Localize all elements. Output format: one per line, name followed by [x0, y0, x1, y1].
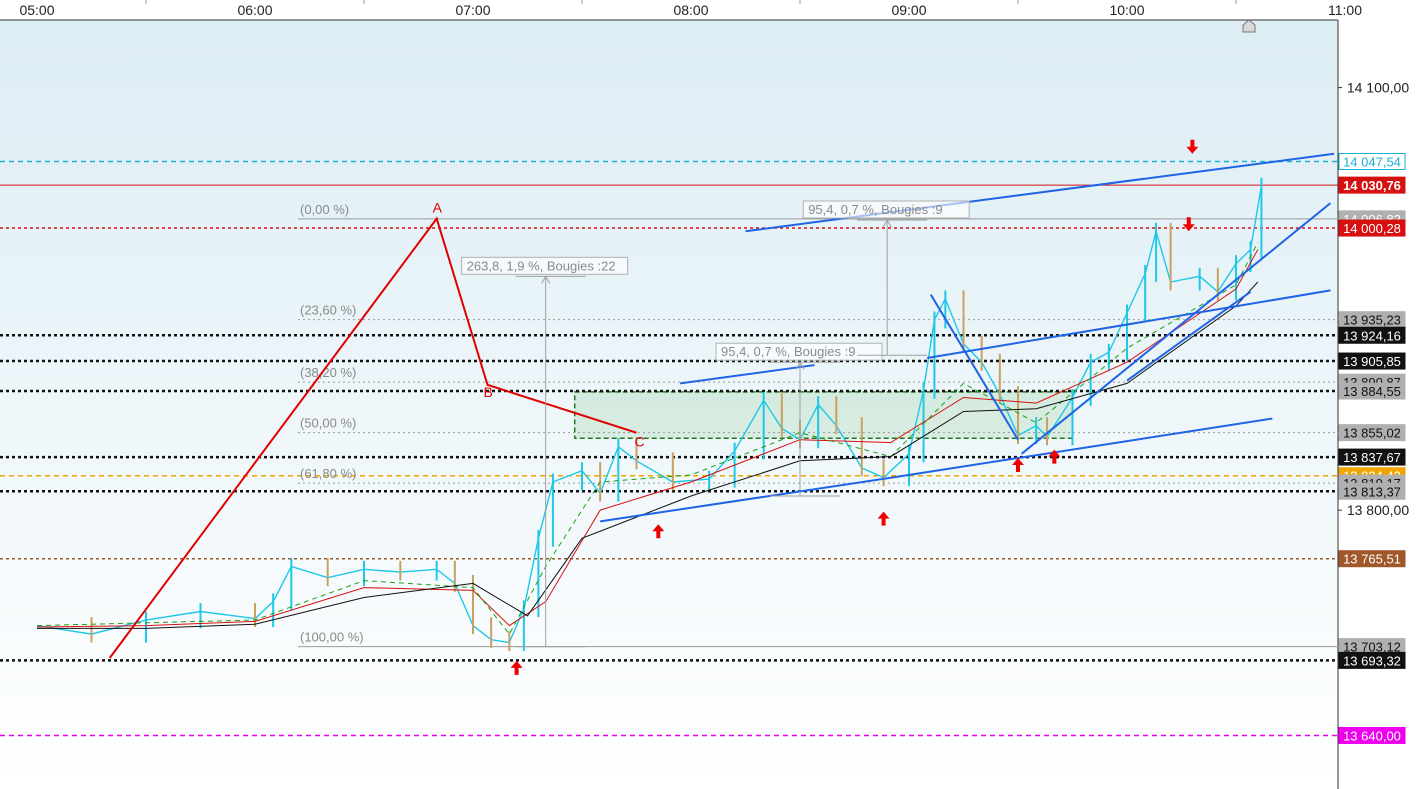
time-axis-tick-label: 11:00 [1328, 2, 1362, 18]
time-axis-tick-label: 07:00 [455, 2, 490, 18]
price-tag [1338, 550, 1406, 568]
arrow-down-icon [1182, 217, 1195, 232]
measure-label-box[interactable] [715, 342, 883, 361]
arrow-up-icon [652, 524, 665, 539]
price-tag-label: 13 813,37 [1343, 484, 1401, 499]
measure-arrowhead [795, 361, 805, 370]
fibonacci-layer: (0,00 %) (23,60 %) (38,20 %) (50,00 %) (61,8… [298, 202, 1345, 648]
price-tag [1338, 352, 1406, 370]
price-tag-label: 13 765,51 [1343, 552, 1401, 567]
arrow-down-icon [1186, 139, 1199, 154]
price-tag [1338, 482, 1406, 500]
price-tag [1338, 726, 1406, 744]
zone-layer [573, 391, 1074, 440]
price-tag [1338, 448, 1406, 466]
measure-label: 95,4, 0,7 %, Bougies :9 [721, 344, 855, 359]
trend-line[interactable] [929, 294, 1019, 441]
fib-level-label: (23,60 %) [300, 303, 356, 318]
measure-label-box[interactable] [461, 256, 629, 275]
price-tag-label: 13 693,32 [1343, 653, 1401, 668]
measure-arrowhead [882, 218, 892, 228]
moving-average-line [36, 242, 1259, 636]
measure-arrowhead [541, 275, 551, 284]
arrow-up-icon [1048, 449, 1061, 464]
measurement-layer[interactable]: 263,8, 1,9 %, Bougies :22 95,4, 0,7 %, Bo… [461, 200, 970, 648]
price-tag-label: 13 935,23 [1343, 313, 1401, 328]
scroll-marker-icon[interactable] [1242, 19, 1256, 33]
time-axis-tick-label: 09:00 [891, 2, 926, 18]
price-path [36, 186, 1263, 644]
measure-label-box[interactable] [802, 200, 970, 219]
abc-point-label: C [635, 434, 645, 450]
price-tag [1338, 176, 1406, 194]
price-tag [1338, 651, 1406, 669]
fib-level-label: (100,00 %) [300, 630, 364, 645]
trend-lines-layer[interactable] [600, 152, 1335, 523]
abc-pattern-line[interactable] [108, 216, 637, 659]
price-tag [1338, 326, 1406, 344]
price-tag [1338, 424, 1406, 442]
price-tag [1338, 382, 1406, 400]
price-axis-tick-label: 14 100,00 [1347, 80, 1409, 96]
trend-line[interactable] [600, 476, 891, 523]
price-tag [1338, 152, 1406, 170]
price-tag-label: 14 047,54 [1343, 154, 1401, 169]
measure-label: 95,4, 0,7 %, Bougies :9 [808, 202, 942, 217]
trend-line[interactable] [927, 289, 1331, 360]
abc-point-label: A [433, 200, 443, 216]
consolidation-zone [573, 391, 1074, 440]
trend-line[interactable] [679, 364, 815, 385]
price-tag [1338, 219, 1406, 237]
abc-point-label: B [484, 384, 493, 400]
trend-line[interactable] [1021, 202, 1332, 455]
time-axis-tick-label: 05:00 [19, 2, 54, 18]
fib-level-label: (0,00 %) [300, 202, 349, 217]
time-axis: 05:00 06:00 07:00 08:00 09:00 10:00 11:00 [19, 0, 1362, 18]
arrow-up-icon [510, 660, 523, 675]
price-axis-tick-label: 13 800,00 [1347, 502, 1409, 518]
fib-level-label: (50,00 %) [300, 416, 356, 431]
measure-label: 263,8, 1,9 %, Bougies :22 [467, 258, 616, 273]
price-tag-label: 13 640,00 [1343, 728, 1401, 743]
abc-pattern-layer[interactable]: A B C [108, 200, 645, 659]
trend-line[interactable] [1126, 291, 1252, 382]
fib-level-label: (61,80 %) [300, 466, 356, 481]
price-tag-label: 13 905,85 [1343, 354, 1401, 369]
price-tag-label: 13 924,16 [1343, 328, 1401, 343]
time-axis-tick-label: 10:00 [1109, 2, 1144, 18]
arrow-up-icon [877, 511, 890, 526]
price-tag-label: 14 000,28 [1343, 221, 1401, 236]
time-axis-tick-label: 08:00 [673, 2, 708, 18]
time-axis-background [0, 0, 1417, 20]
price-tag-label: 13 855,02 [1343, 426, 1401, 441]
price-tag-label: 13 884,55 [1343, 384, 1401, 399]
price-axis: 14 100,00 13 800,00 [1338, 80, 1409, 518]
signal-arrows-layer [510, 139, 1199, 675]
price-tag-label: 14 030,76 [1343, 178, 1401, 193]
trend-line[interactable] [890, 417, 1273, 479]
price-tag-label: 13 837,67 [1343, 450, 1401, 465]
arrow-up-icon [1012, 458, 1024, 473]
fib-level-label: (38,20 %) [300, 365, 356, 380]
price-tag-label: 13 703,12 [1343, 640, 1401, 655]
moving-average-line [36, 249, 1259, 628]
horizontal-lines-layer [0, 160, 1338, 737]
time-axis-tick-label: 06:00 [237, 2, 272, 18]
